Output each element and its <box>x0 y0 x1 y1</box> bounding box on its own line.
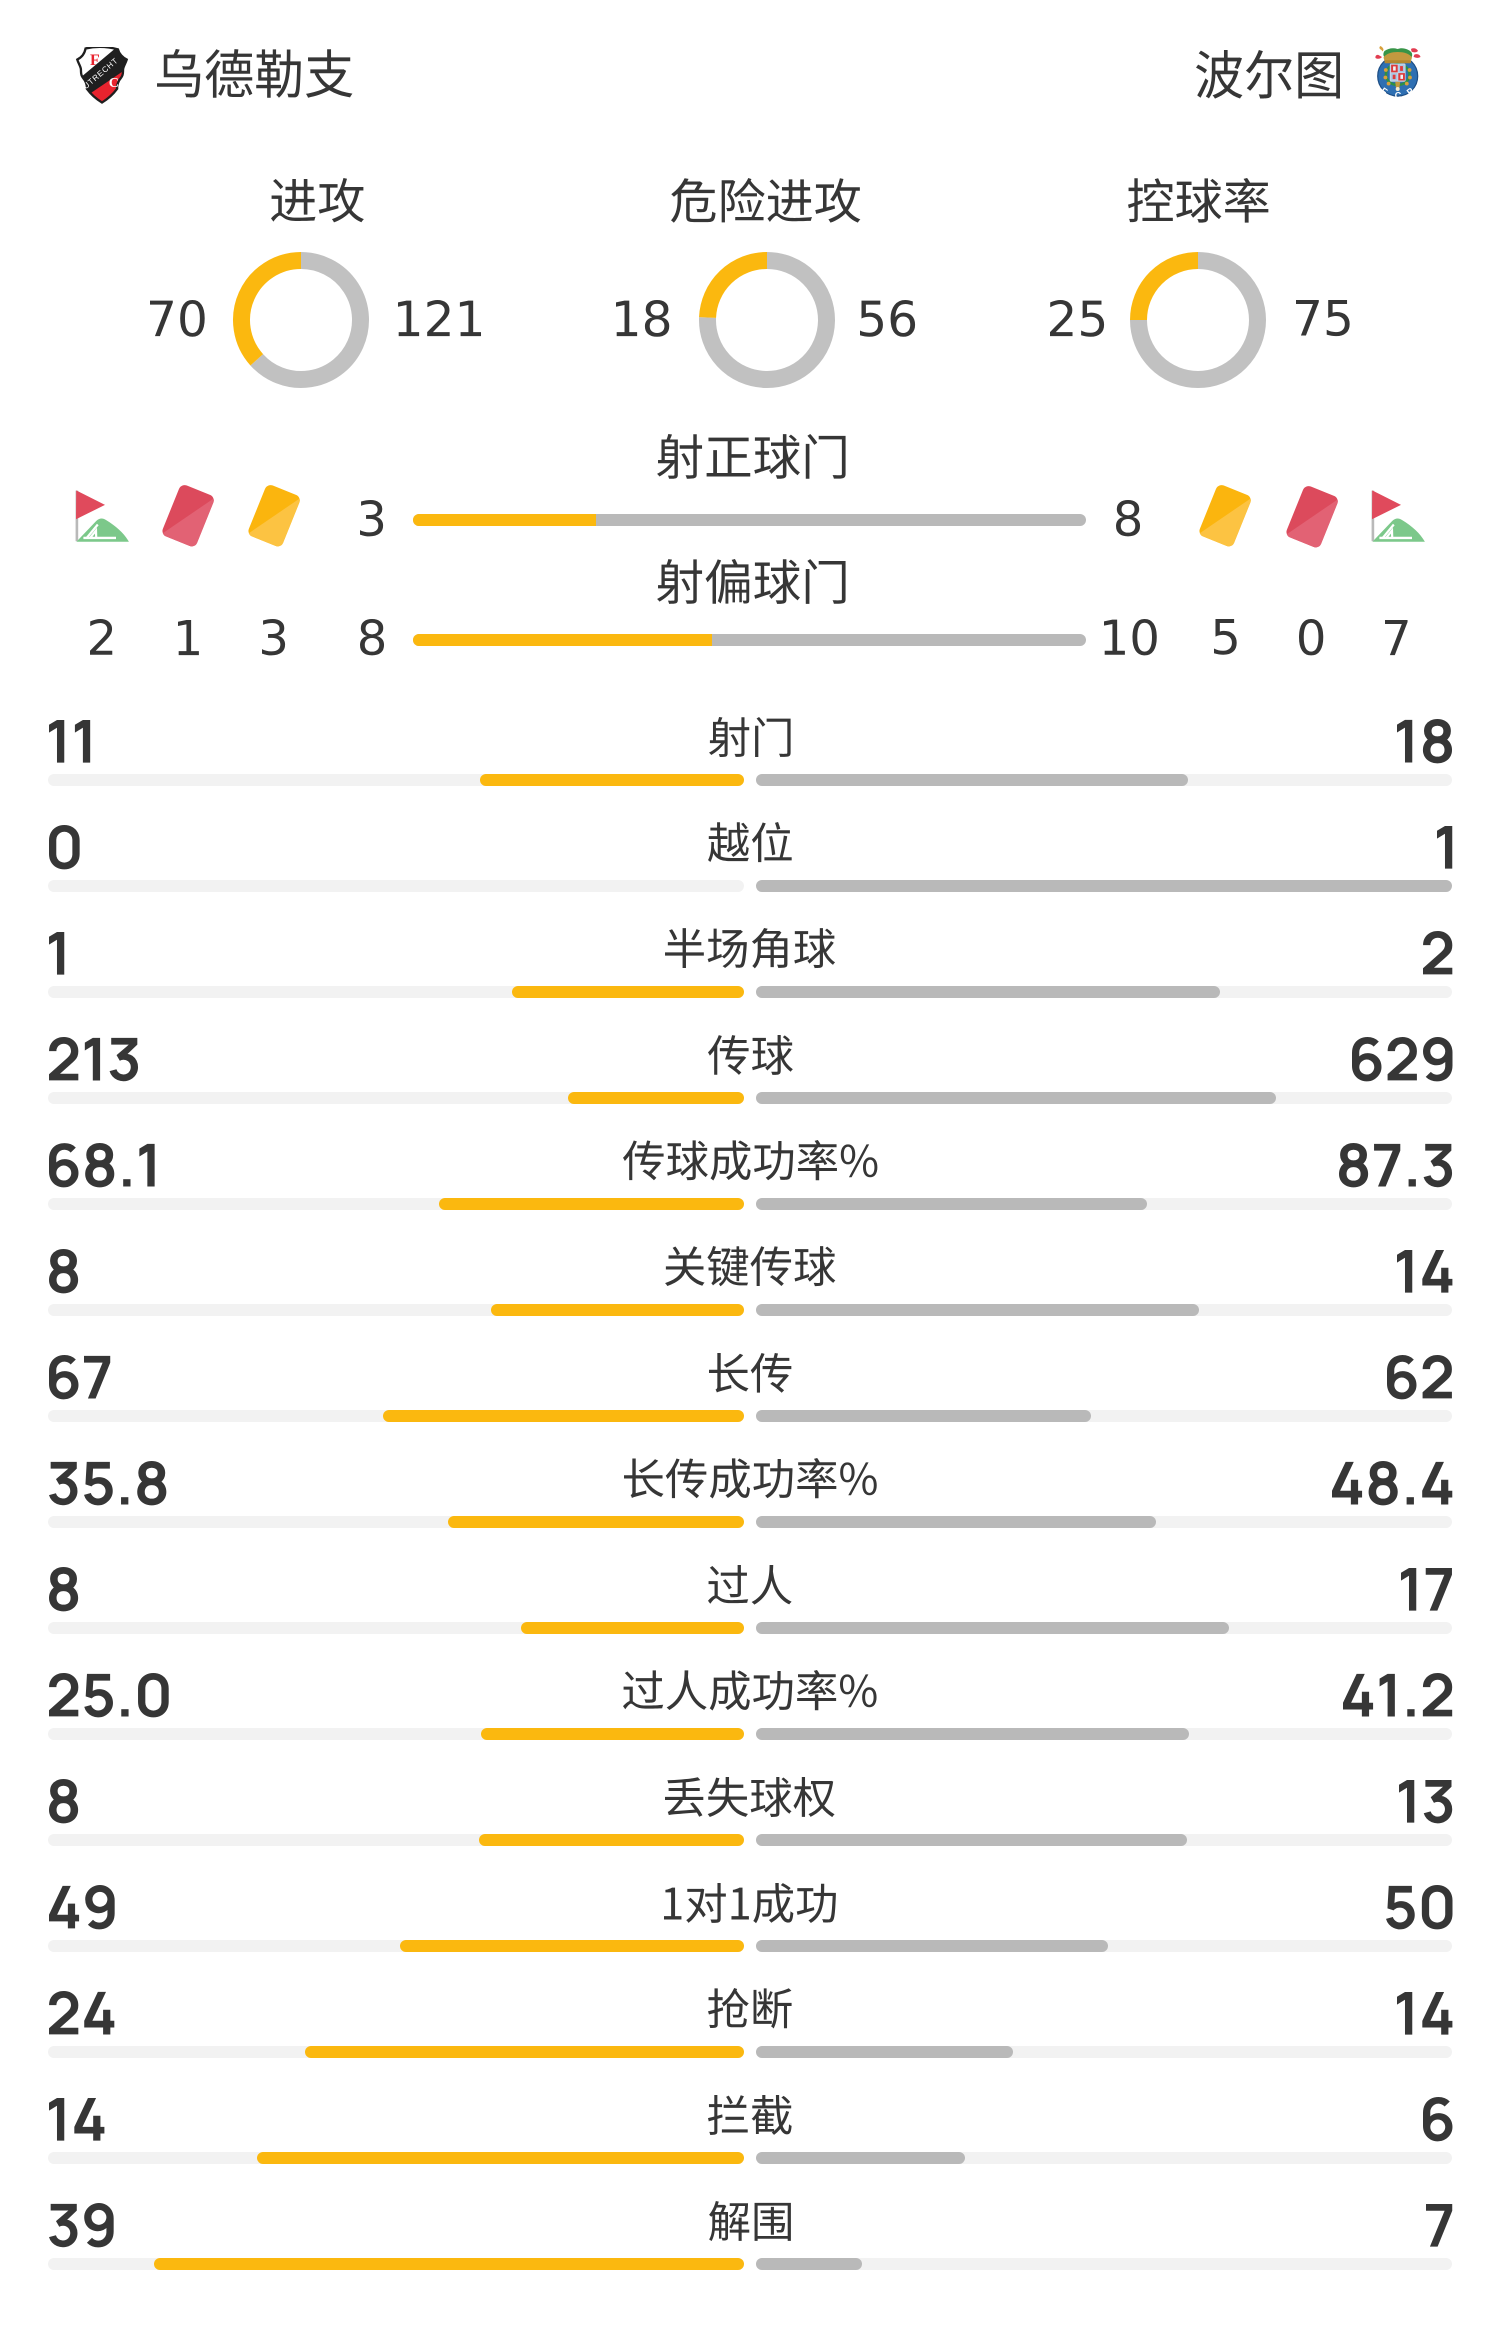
svg-text:P: P <box>1405 86 1416 98</box>
svg-text:C: C <box>109 76 119 91</box>
svg-text:C: C <box>1395 91 1402 101</box>
svg-text:F: F <box>1379 86 1390 98</box>
svg-text:F: F <box>90 52 100 69</box>
